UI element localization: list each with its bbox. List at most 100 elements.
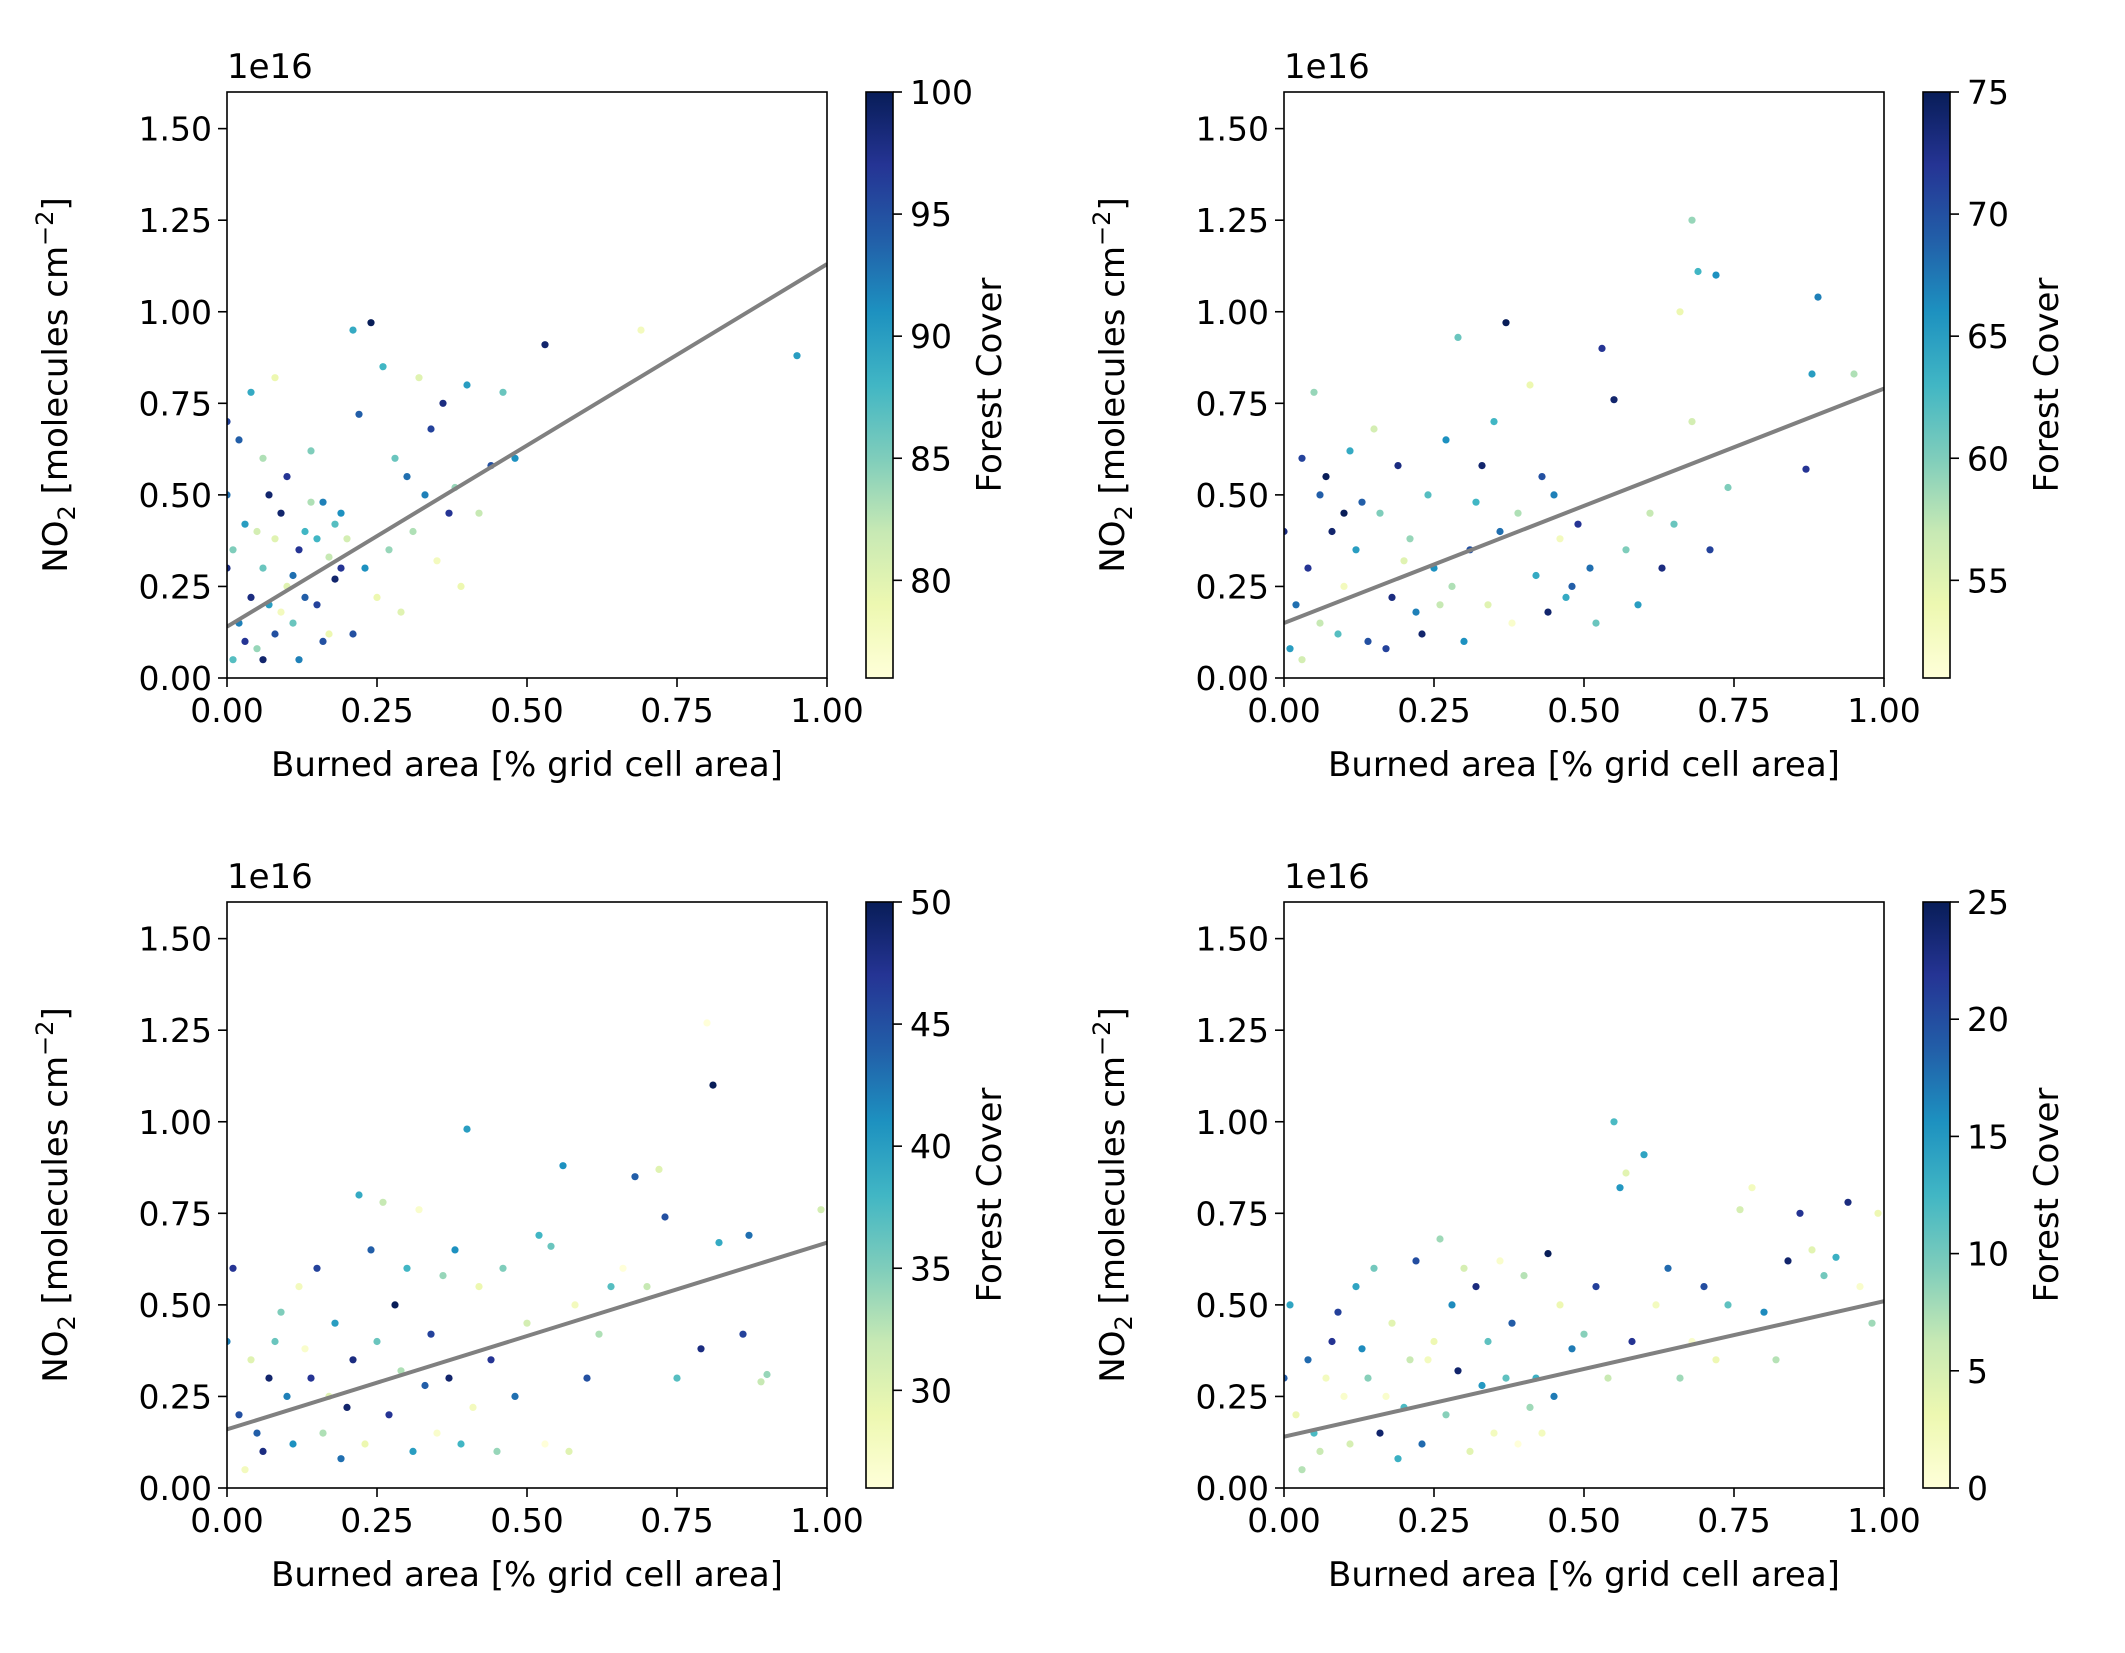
scatter-point	[391, 454, 399, 462]
scatter-point	[571, 1301, 579, 1309]
y-tick-label: 1.00	[139, 293, 212, 332]
scatter-point	[1382, 1392, 1390, 1400]
scatter-point	[379, 1198, 387, 1206]
scatter-point	[1526, 1403, 1534, 1411]
scatter-point	[535, 1231, 543, 1239]
scatter-point	[385, 1411, 393, 1419]
scatter-point	[1406, 1356, 1414, 1364]
scatter-point	[1490, 418, 1498, 426]
y-tick-label: 0.25	[139, 1377, 212, 1416]
scatter-point	[247, 593, 255, 602]
scatter-point	[337, 509, 345, 517]
y-tick-label: 0.25	[1196, 1377, 1269, 1416]
scatter-point	[1334, 630, 1342, 638]
scatter-point	[1478, 462, 1486, 470]
scatter-points	[1284, 216, 1858, 664]
scatter-point	[1304, 1356, 1312, 1364]
x-tick-label: 0.50	[1547, 1501, 1620, 1540]
y-tick-label: 1.00	[1196, 293, 1269, 332]
scatter-point	[247, 388, 255, 396]
scatter-point	[349, 1356, 357, 1364]
scatter-point	[227, 491, 231, 499]
scatter-point	[541, 1440, 549, 1448]
x-tick-label: 0.00	[190, 691, 263, 730]
scatter-point	[1676, 1374, 1684, 1382]
regression-line	[227, 1240, 827, 1432]
scatter-point	[559, 1162, 567, 1170]
scatter-point	[289, 619, 297, 627]
y-tick-label: 1.00	[1196, 1103, 1269, 1142]
scatter-point	[1814, 293, 1822, 301]
scatter-point	[1688, 418, 1696, 426]
colorbar-label: Forest Cover	[970, 1088, 1010, 1303]
x-tick-label: 1.00	[790, 1501, 863, 1540]
scatter-point	[227, 564, 231, 572]
scatter-point	[1868, 1319, 1876, 1327]
x-axis-label: Burned area [% grid cell area]	[1328, 1555, 1840, 1595]
scatter-point	[1484, 601, 1492, 609]
scatter-point	[1310, 388, 1318, 396]
scatter-point	[1724, 1301, 1732, 1309]
scatter-point	[487, 1356, 495, 1364]
y-tick-label: 1.25	[1196, 201, 1269, 240]
scatter-point	[703, 1019, 711, 1027]
scatter-point	[1298, 656, 1306, 664]
scatter-point	[541, 341, 549, 349]
colorbar-tick-label: 20	[1967, 1000, 2009, 1039]
x-tick-label: 0.75	[1697, 691, 1770, 730]
x-axis-label: Burned area [% grid cell area]	[271, 1555, 783, 1595]
scatter-point	[511, 454, 519, 462]
scatter-point	[1364, 637, 1372, 646]
scatter-point	[379, 363, 387, 371]
x-tick-label: 1.00	[1847, 1501, 1920, 1540]
scatter-point	[1328, 527, 1336, 536]
scatter-point	[373, 593, 381, 602]
scatter-point	[1442, 436, 1450, 444]
scatter-point	[1640, 1151, 1648, 1159]
y-axis-label: NO2 [molecules cm−2]	[31, 1007, 81, 1382]
scatter-point	[1520, 1272, 1528, 1280]
scatter-point	[1574, 520, 1582, 528]
scatter-point	[1514, 509, 1522, 517]
scatter-point	[391, 1301, 399, 1309]
y-tick-label: 1.50	[1196, 110, 1269, 149]
colorbar-tick-label: 60	[1967, 439, 2009, 478]
scatter-point	[1676, 308, 1684, 316]
colorbar-tick-label: 40	[910, 1127, 952, 1166]
scatter-point	[283, 1392, 291, 1400]
scatter-point	[475, 1283, 483, 1291]
scatter-point	[227, 1337, 231, 1346]
y-tick-label: 0.75	[139, 384, 212, 423]
scatter-point	[1712, 271, 1720, 279]
scatter-point	[1424, 1356, 1432, 1364]
scatter-point	[301, 1345, 309, 1353]
scatter-point	[1340, 582, 1348, 591]
scatter-point	[1370, 1264, 1378, 1272]
colorbar-tick-label: 50	[910, 883, 952, 922]
scatter-point	[1340, 1392, 1348, 1400]
scatter-point	[229, 1264, 237, 1272]
scatter-point	[385, 546, 393, 554]
scatter-point	[355, 1191, 363, 1199]
colorbar-tick-label: 100	[910, 73, 973, 112]
scatter-point	[583, 1374, 591, 1382]
scatter-point	[421, 1381, 429, 1390]
scatter-point	[1802, 465, 1810, 473]
scatter-point	[289, 571, 297, 580]
scatter-point	[313, 1264, 321, 1272]
scatter-point	[307, 447, 315, 455]
scatter-point	[1562, 593, 1570, 602]
scatter-point	[595, 1330, 603, 1338]
scatter-point	[1760, 1308, 1768, 1316]
scatter-point	[1352, 546, 1360, 554]
scatter-point	[271, 374, 279, 382]
scatter-point	[1316, 1447, 1324, 1455]
scatter-point	[235, 1411, 243, 1419]
scatter-point	[745, 1231, 753, 1239]
scatter-point	[1598, 344, 1606, 352]
scatter-point	[1658, 564, 1666, 572]
y-tick-label: 1.50	[139, 110, 212, 149]
scatter-point	[1484, 1337, 1492, 1346]
scatter-point	[1334, 1308, 1342, 1316]
